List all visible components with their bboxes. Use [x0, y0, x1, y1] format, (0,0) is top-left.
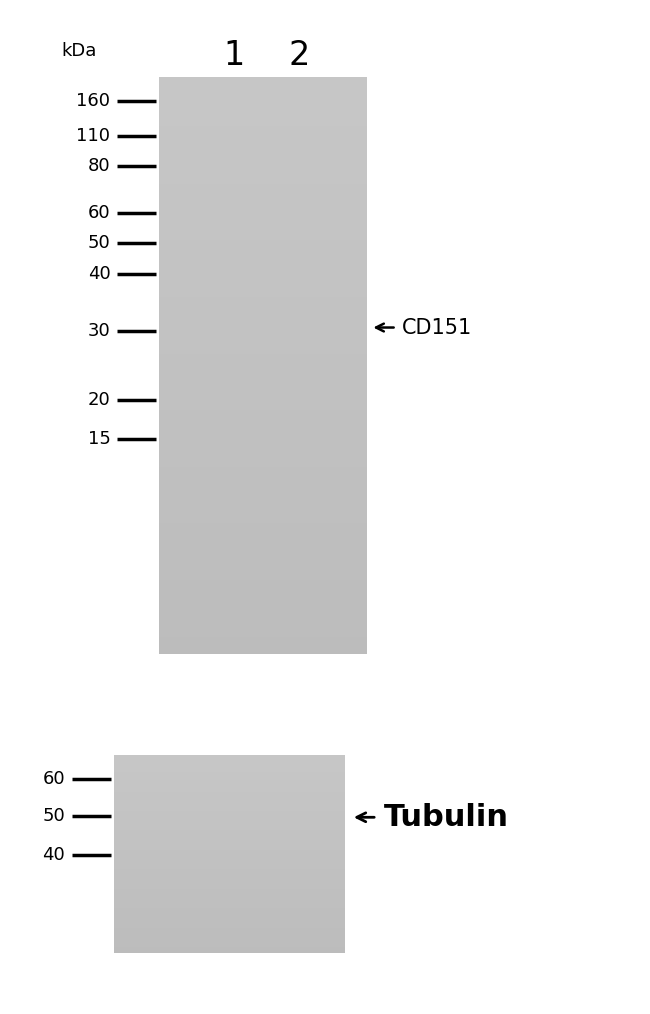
Text: 30: 30 [88, 321, 110, 340]
Text: Tubulin: Tubulin [384, 803, 508, 831]
Ellipse shape [155, 792, 229, 843]
Ellipse shape [177, 308, 252, 351]
Text: 40: 40 [88, 265, 110, 283]
Text: 15: 15 [88, 430, 110, 448]
Text: 40: 40 [42, 846, 65, 864]
Ellipse shape [187, 310, 229, 341]
Text: 60: 60 [42, 770, 65, 788]
Text: CD151: CD151 [402, 317, 472, 338]
Ellipse shape [244, 792, 315, 843]
Ellipse shape [248, 308, 324, 345]
Text: 2: 2 [289, 40, 309, 72]
Text: 50: 50 [88, 234, 110, 252]
Text: 110: 110 [77, 127, 111, 145]
Text: 1: 1 [224, 40, 244, 72]
Text: kDa: kDa [62, 42, 97, 60]
Text: 160: 160 [77, 92, 111, 111]
Text: 50: 50 [42, 807, 65, 825]
Text: 80: 80 [88, 157, 110, 175]
Text: 60: 60 [88, 204, 110, 222]
Text: 20: 20 [88, 390, 110, 409]
